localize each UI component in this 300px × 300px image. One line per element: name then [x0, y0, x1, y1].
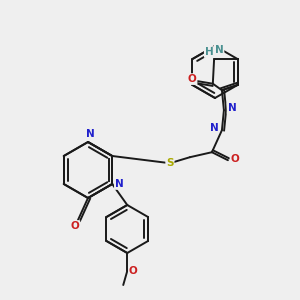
Text: O: O	[70, 221, 80, 231]
Text: O: O	[129, 266, 138, 276]
Text: O: O	[188, 74, 197, 84]
Text: N: N	[85, 129, 94, 139]
Text: S: S	[166, 158, 174, 168]
Text: H: H	[205, 47, 214, 57]
Text: N: N	[209, 123, 218, 133]
Text: N: N	[215, 45, 224, 55]
Text: O: O	[230, 154, 239, 164]
Text: N: N	[227, 103, 236, 113]
Text: N: N	[115, 179, 124, 189]
